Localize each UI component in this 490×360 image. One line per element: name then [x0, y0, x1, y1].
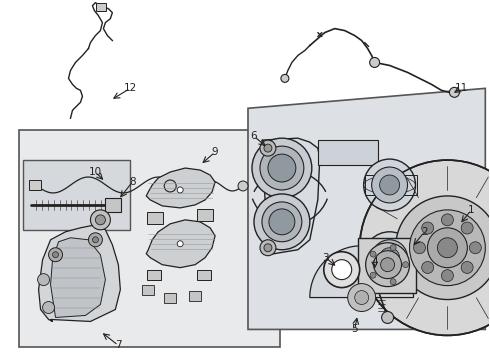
Circle shape — [461, 261, 473, 274]
Circle shape — [370, 272, 376, 278]
Bar — [189, 291, 201, 301]
Text: 2: 2 — [421, 227, 428, 237]
Circle shape — [254, 194, 310, 250]
Polygon shape — [262, 138, 320, 255]
Text: 5: 5 — [351, 324, 358, 334]
Bar — [197, 270, 211, 280]
Circle shape — [238, 181, 248, 191]
Text: 3: 3 — [322, 253, 329, 263]
Bar — [105, 198, 122, 212]
Circle shape — [441, 270, 453, 282]
Bar — [142, 285, 154, 294]
Circle shape — [364, 232, 416, 284]
Circle shape — [381, 258, 394, 272]
Circle shape — [262, 202, 302, 242]
Circle shape — [260, 140, 276, 156]
Circle shape — [260, 146, 304, 190]
Bar — [164, 293, 176, 302]
Circle shape — [380, 175, 399, 195]
Circle shape — [380, 248, 399, 268]
Circle shape — [382, 311, 393, 323]
Bar — [147, 270, 161, 280]
Polygon shape — [50, 238, 105, 318]
Polygon shape — [147, 220, 215, 268]
Circle shape — [438, 238, 457, 258]
Text: 10: 10 — [89, 167, 102, 177]
Circle shape — [360, 160, 490, 336]
Circle shape — [164, 180, 176, 192]
Circle shape — [414, 242, 425, 254]
Circle shape — [374, 251, 401, 279]
Circle shape — [43, 302, 54, 314]
Circle shape — [395, 196, 490, 300]
Text: 1: 1 — [468, 205, 475, 215]
Circle shape — [269, 209, 295, 235]
Circle shape — [366, 243, 410, 287]
Circle shape — [281, 75, 289, 82]
Bar — [23, 160, 130, 230]
Circle shape — [390, 245, 396, 251]
Text: 11: 11 — [455, 84, 468, 93]
Circle shape — [38, 274, 49, 285]
Circle shape — [177, 187, 183, 193]
Circle shape — [422, 222, 434, 234]
Circle shape — [369, 58, 380, 67]
Circle shape — [355, 291, 368, 305]
Circle shape — [469, 242, 481, 254]
Circle shape — [403, 262, 409, 268]
Circle shape — [371, 240, 408, 276]
Circle shape — [422, 261, 434, 274]
Circle shape — [348, 284, 376, 311]
Text: 4: 4 — [371, 257, 378, 267]
Text: 12: 12 — [123, 84, 137, 93]
Bar — [147, 212, 163, 224]
Text: 6: 6 — [251, 131, 257, 141]
Circle shape — [264, 244, 272, 252]
Circle shape — [49, 248, 63, 262]
Circle shape — [260, 240, 276, 256]
Bar — [365, 248, 416, 268]
Bar — [97, 3, 106, 11]
Circle shape — [332, 260, 352, 280]
Circle shape — [268, 154, 296, 182]
Circle shape — [390, 279, 396, 285]
Circle shape — [410, 210, 485, 285]
Circle shape — [427, 228, 467, 268]
Circle shape — [371, 167, 408, 203]
Bar — [28, 180, 41, 190]
Text: 7: 7 — [115, 340, 122, 350]
Circle shape — [264, 144, 272, 152]
Circle shape — [96, 215, 105, 225]
Circle shape — [364, 159, 416, 211]
Circle shape — [91, 210, 110, 230]
Polygon shape — [39, 225, 121, 321]
Wedge shape — [310, 246, 414, 298]
Circle shape — [177, 241, 183, 247]
Text: 8: 8 — [129, 177, 136, 187]
Polygon shape — [147, 168, 215, 208]
Bar — [197, 209, 213, 221]
Bar — [318, 140, 378, 165]
Circle shape — [441, 214, 453, 226]
Circle shape — [461, 222, 473, 234]
Circle shape — [93, 237, 98, 243]
Bar — [358, 238, 416, 293]
Circle shape — [252, 138, 312, 198]
Bar — [19, 130, 280, 347]
Circle shape — [370, 251, 376, 257]
Circle shape — [324, 252, 360, 288]
Circle shape — [52, 252, 58, 258]
Polygon shape — [248, 88, 485, 329]
Text: 9: 9 — [212, 147, 219, 157]
Circle shape — [449, 87, 460, 97]
Bar — [365, 175, 416, 195]
Circle shape — [89, 233, 102, 247]
